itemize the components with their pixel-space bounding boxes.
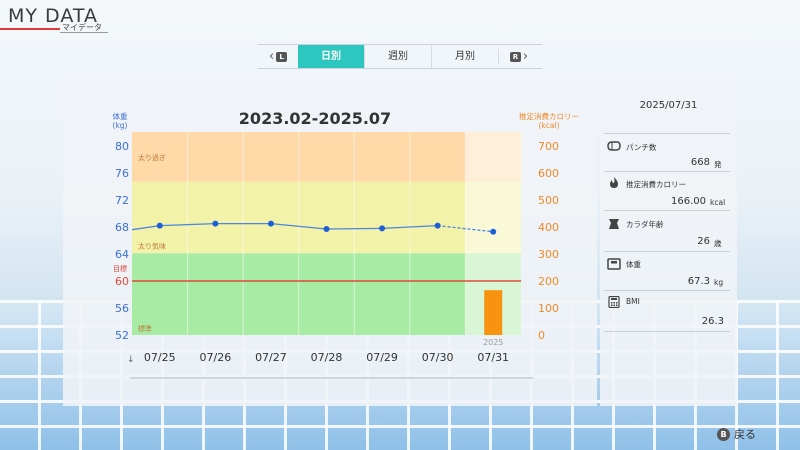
flame-icon bbox=[610, 177, 618, 188]
back-label: 戻る bbox=[734, 428, 756, 441]
left-tick-label: 76 bbox=[115, 167, 129, 180]
down-arrow-icon: ↓ bbox=[127, 355, 135, 365]
x-tick-label: 07/30 bbox=[422, 351, 454, 364]
right-tick-label: 200 bbox=[538, 275, 559, 288]
b-button-icon: B bbox=[717, 427, 730, 441]
calorie-bar bbox=[484, 290, 503, 335]
weight-point bbox=[156, 222, 163, 229]
weight-unit: kg bbox=[714, 278, 724, 287]
summary-date: 2025/07/31 bbox=[639, 100, 698, 111]
calories-unit: kcal bbox=[710, 198, 726, 207]
divider bbox=[604, 210, 730, 211]
right-tick-label: 500 bbox=[538, 194, 559, 207]
punch-count-label: パンチ数 bbox=[626, 143, 657, 152]
bmi-label: BMI bbox=[626, 297, 640, 306]
summary-panel: 2025/07/31 パンチ数 668 発 推定消費カロリー 166.00 kc… bbox=[600, 76, 737, 406]
goal-label: 目標 bbox=[113, 264, 127, 273]
left-tick-label: 80 bbox=[115, 140, 129, 153]
x-tick-label: 07/26 bbox=[200, 351, 232, 364]
punch-count-unit: 発 bbox=[714, 160, 722, 169]
left-tick-label: 60 bbox=[115, 275, 129, 288]
right-tick-label: 400 bbox=[538, 221, 559, 234]
calories-label: 推定消費カロリー bbox=[626, 180, 686, 189]
left-tick-label: 52 bbox=[115, 329, 129, 342]
subtitle-underline bbox=[60, 32, 108, 33]
band-label: 太り過ぎ bbox=[138, 153, 166, 162]
weight-line-projection bbox=[437, 225, 494, 233]
band-label: 標準 bbox=[138, 324, 152, 333]
weight-value: 67.3 bbox=[687, 276, 710, 287]
left-axis-caption: 体重 (kg) bbox=[106, 112, 134, 130]
tab-daily[interactable]: 日別 bbox=[298, 45, 364, 68]
scale-icon bbox=[607, 258, 621, 270]
weight-point bbox=[490, 228, 497, 235]
divider bbox=[604, 133, 730, 134]
right-axis-caption: 推定消費カロリー (kcal) bbox=[506, 112, 592, 130]
x-tick-label: 07/31 bbox=[477, 351, 509, 364]
divider bbox=[604, 331, 730, 332]
x-tick-label: 07/29 bbox=[366, 351, 398, 364]
back-button[interactable]: B 戻る bbox=[717, 426, 756, 442]
left-axis-label: 体重 bbox=[112, 112, 128, 121]
left-tick-label: 64 bbox=[115, 248, 129, 261]
calculator-icon bbox=[608, 296, 620, 308]
left-tick-label: 56 bbox=[115, 302, 129, 315]
prev-tab-button[interactable]: ‹ L bbox=[258, 49, 298, 64]
page-subtitle: マイデータ bbox=[62, 23, 102, 32]
band-label: 太り気味 bbox=[138, 241, 166, 250]
left-axis-unit: (kg) bbox=[112, 121, 128, 130]
chevron-right-icon: › bbox=[522, 49, 529, 64]
right-tick-label: 0 bbox=[538, 329, 545, 342]
weight-point bbox=[323, 226, 330, 233]
chevron-left-icon: ‹ bbox=[268, 49, 275, 64]
band-0 bbox=[132, 132, 521, 182]
chart-title: 2023.02-2025.07 bbox=[238, 109, 392, 128]
x-tick-label: 07/27 bbox=[255, 351, 287, 364]
weight-label: 体重 bbox=[626, 260, 641, 269]
l-key-icon: L bbox=[276, 51, 288, 62]
right-tick-label: 600 bbox=[538, 167, 559, 180]
year-label: 2025 bbox=[483, 338, 503, 347]
body-age-unit: 歳 bbox=[714, 239, 722, 248]
next-tab-button[interactable]: R › bbox=[498, 49, 539, 64]
left-tick-label: 72 bbox=[115, 194, 129, 207]
weight-point bbox=[267, 220, 274, 227]
weight-point bbox=[379, 225, 386, 232]
divider bbox=[604, 290, 730, 291]
band-2 bbox=[132, 253, 521, 335]
tab-weekly[interactable]: 週別 bbox=[364, 45, 431, 68]
x-tick-label: 07/28 bbox=[311, 351, 343, 364]
period-tabs: ‹ L 日別 週別 月別 R › bbox=[258, 44, 542, 69]
page-title: MY DATA bbox=[8, 5, 98, 27]
right-axis-unit: (kcal) bbox=[538, 121, 560, 130]
right-axis-label: 推定消費カロリー bbox=[519, 112, 579, 121]
divider bbox=[604, 171, 730, 172]
body-age-label: カラダ年齢 bbox=[626, 220, 664, 229]
body-age-value: 26 bbox=[697, 236, 710, 247]
punch-count-value: 668 bbox=[690, 157, 710, 168]
body-age-icon bbox=[609, 219, 619, 229]
r-key-icon: R bbox=[509, 51, 521, 62]
title-underline bbox=[0, 28, 60, 30]
bmi-value: 26.3 bbox=[701, 316, 724, 327]
x-tick-label: 07/25 bbox=[144, 351, 176, 364]
right-tick-label: 300 bbox=[538, 248, 559, 261]
punch-icon bbox=[607, 141, 621, 151]
divider bbox=[604, 251, 730, 252]
left-tick-label: 68 bbox=[115, 221, 129, 234]
tab-monthly[interactable]: 月別 bbox=[431, 45, 498, 68]
right-tick-label: 100 bbox=[538, 302, 559, 315]
band-1 bbox=[132, 181, 521, 254]
weight-point bbox=[434, 222, 441, 229]
weight-point bbox=[212, 220, 219, 227]
right-tick-label: 700 bbox=[538, 140, 559, 153]
calories-value: 166.00 bbox=[671, 196, 706, 207]
